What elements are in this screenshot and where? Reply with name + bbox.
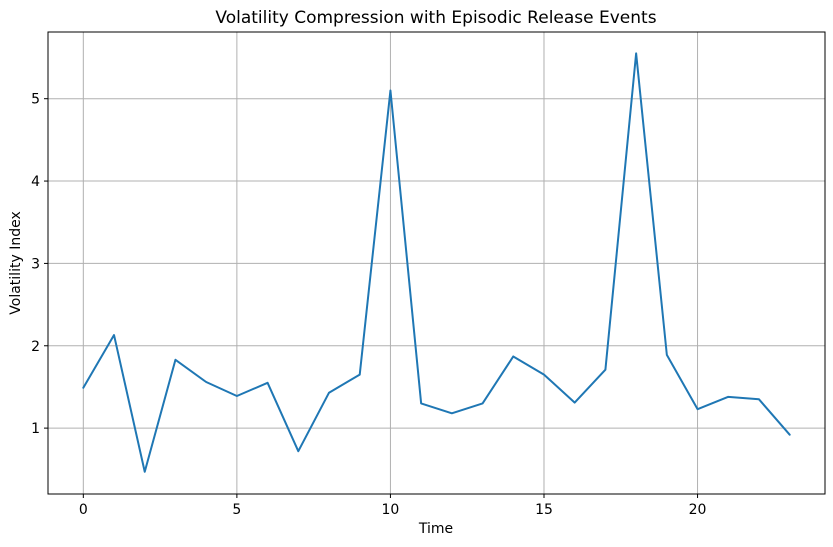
x-tick-label: 20 <box>689 502 707 518</box>
y-tick-label: 1 <box>31 421 40 437</box>
y-axis-label: Volatility Index <box>8 211 24 314</box>
volatility-line-series <box>82 52 791 473</box>
x-tick-label: 0 <box>79 502 88 518</box>
x-tick-label: 5 <box>232 502 241 518</box>
x-axis-label: Time <box>418 521 453 537</box>
x-tick-label: 15 <box>535 502 553 518</box>
plot-area: 0 5 10 15 20 1 2 3 4 5 <box>31 31 826 518</box>
x-tick-label: 10 <box>382 502 400 518</box>
y-tick-label: 3 <box>31 256 40 272</box>
y-tick-label: 5 <box>31 92 40 108</box>
y-tick-label: 2 <box>31 339 40 355</box>
chart-title: Volatility Compression with Episodic Rel… <box>215 8 656 28</box>
y-tick-label: 4 <box>31 174 40 190</box>
